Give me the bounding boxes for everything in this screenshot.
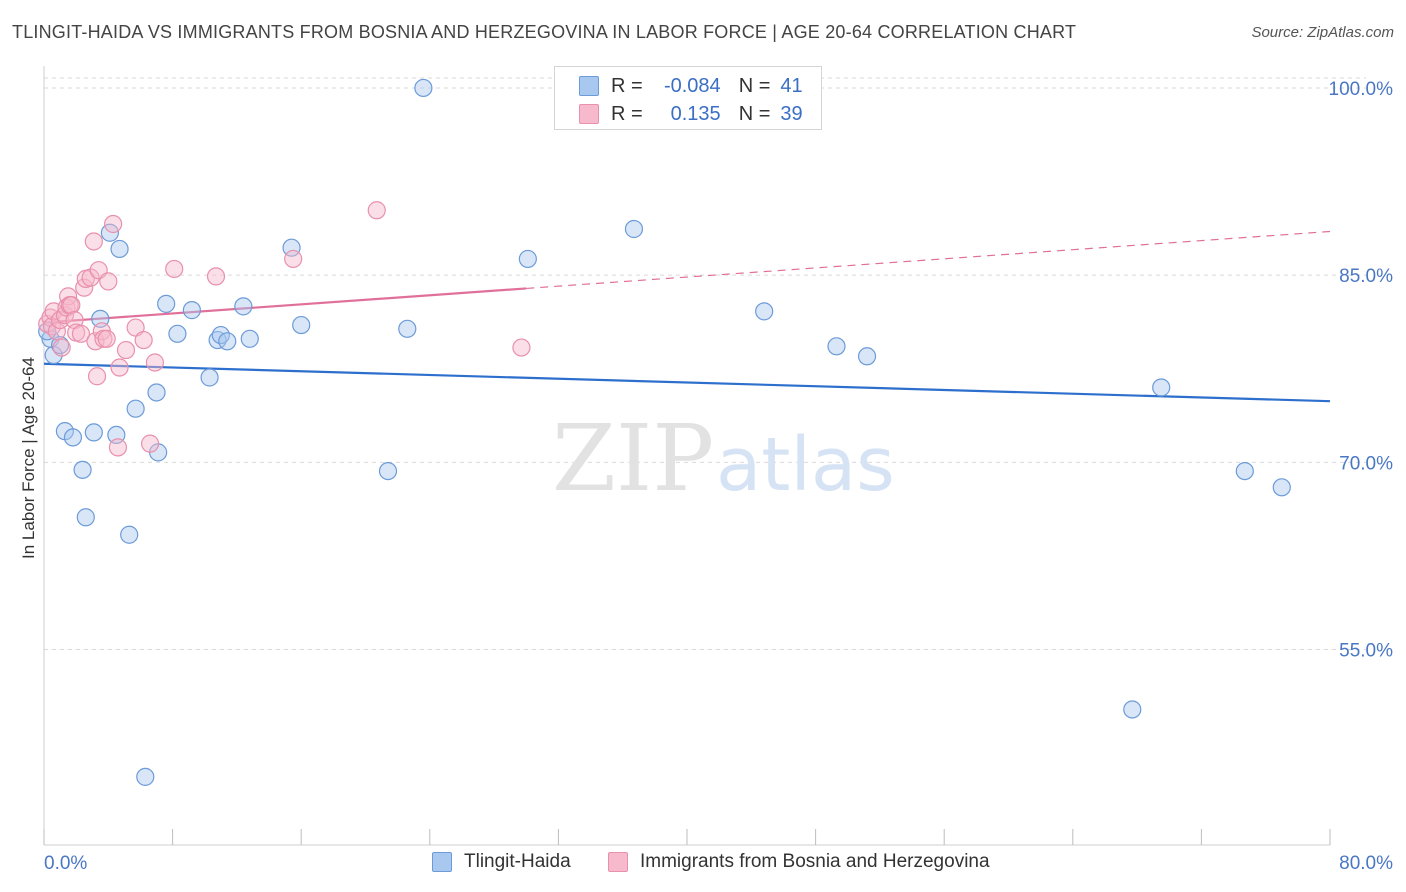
point-bosnia-herzegovina[interactable] bbox=[165, 259, 184, 279]
legend-swatch-series1 bbox=[579, 76, 599, 96]
x-tick-label-max: 80.0% bbox=[1339, 853, 1393, 874]
point-tlingit-haida[interactable] bbox=[755, 302, 774, 321]
bottom-legend: Tlingit-Haida Immigrants from Bosnia and… bbox=[0, 851, 1406, 877]
legend-row-series2: R = 0.135 N = 39 bbox=[579, 101, 803, 127]
point-tlingit-haida[interactable] bbox=[1235, 461, 1254, 481]
legend-r-label: R = bbox=[611, 102, 643, 125]
trend-line-tlingit-haida bbox=[43, 362, 1331, 403]
point-bosnia-herzegovina[interactable] bbox=[55, 305, 74, 325]
point-tlingit-haida[interactable] bbox=[120, 525, 139, 544]
grid-layer bbox=[44, 77, 1366, 651]
chart-title: TLINGIT-HAIDA VS IMMIGRANTS FROM BOSNIA … bbox=[12, 22, 1077, 42]
legend-item-bosnia-herzegovina[interactable]: Immigrants from Bosnia and Herzegovina bbox=[608, 851, 990, 873]
point-tlingit-haida[interactable] bbox=[157, 294, 176, 313]
point-bosnia-herzegovina[interactable] bbox=[140, 434, 160, 453]
point-bosnia-herzegovina[interactable] bbox=[47, 322, 66, 341]
point-tlingit-haida[interactable] bbox=[1123, 700, 1142, 719]
point-tlingit-haida[interactable] bbox=[84, 423, 103, 442]
x-tick-label-min: 0.0% bbox=[44, 853, 87, 874]
legend-label-tlingit-haida: Tlingit-Haida bbox=[464, 851, 571, 872]
legend-item-tlingit-haida[interactable]: Tlingit-Haida bbox=[432, 851, 571, 873]
y-tick-label: 55.0% bbox=[1339, 641, 1393, 662]
legend-n-label: N = bbox=[738, 74, 771, 97]
point-tlingit-haida[interactable] bbox=[136, 767, 155, 786]
trend-line-bosnia-dashed bbox=[526, 230, 1331, 290]
point-bosnia-herzegovina[interactable] bbox=[512, 338, 531, 357]
point-bosnia-herzegovina[interactable] bbox=[367, 201, 386, 220]
point-tlingit-haida[interactable] bbox=[414, 78, 433, 98]
point-tlingit-haida[interactable] bbox=[1152, 378, 1171, 397]
point-tlingit-haida[interactable] bbox=[76, 508, 95, 527]
legend-label-bosnia-herzegovina: Immigrants from Bosnia and Herzegovina bbox=[640, 851, 990, 872]
point-bosnia-herzegovina[interactable] bbox=[134, 330, 153, 350]
source-credit: Source: ZipAtlas.com bbox=[1251, 24, 1394, 41]
y-tick-label: 100.0% bbox=[1329, 79, 1394, 100]
point-tlingit-haida[interactable] bbox=[857, 347, 877, 366]
x-tick-labels: 0.0% 80.0% bbox=[43, 829, 1393, 874]
watermark-atlas: atlas bbox=[716, 422, 895, 508]
trend-lines bbox=[43, 230, 1331, 403]
point-bosnia-herzegovina[interactable] bbox=[62, 296, 81, 315]
series-tlingit-haida bbox=[38, 78, 1291, 786]
point-bosnia-herzegovina[interactable] bbox=[52, 338, 71, 357]
y-axis-label: In Labor Force | Age 20-64 bbox=[19, 357, 38, 559]
point-bosnia-herzegovina[interactable] bbox=[97, 329, 116, 348]
stats-legend: R = -0.084 N = 41 R = 0.135 N = 39 bbox=[554, 66, 822, 130]
point-bosnia-herzegovina[interactable] bbox=[116, 340, 136, 360]
point-tlingit-haida[interactable] bbox=[292, 315, 311, 335]
point-tlingit-haida[interactable] bbox=[378, 461, 398, 481]
legend-r-value-series1: -0.084 bbox=[663, 74, 721, 97]
point-bosnia-herzegovina[interactable] bbox=[99, 272, 118, 291]
point-tlingit-haida[interactable] bbox=[63, 428, 83, 447]
legend-swatch-series2 bbox=[579, 104, 599, 124]
y-tick-label: 85.0% bbox=[1339, 266, 1393, 287]
point-bosnia-herzegovina[interactable] bbox=[110, 358, 129, 377]
point-tlingit-haida[interactable] bbox=[200, 368, 219, 387]
legend-n-label: N = bbox=[738, 102, 771, 125]
point-tlingit-haida[interactable] bbox=[282, 238, 301, 257]
point-bosnia-herzegovina[interactable] bbox=[71, 324, 91, 343]
point-bosnia-herzegovina[interactable] bbox=[108, 438, 128, 457]
y-tick-labels: 55.0% 70.0% 85.0% 100.0% bbox=[1329, 79, 1394, 662]
point-tlingit-haida[interactable] bbox=[126, 399, 145, 418]
series-bosnia-herzegovina bbox=[38, 201, 531, 457]
legend-swatch-tlingit-haida bbox=[432, 852, 452, 872]
legend-r-label: R = bbox=[611, 74, 643, 97]
point-tlingit-haida[interactable] bbox=[38, 322, 57, 341]
point-bosnia-herzegovina[interactable] bbox=[87, 367, 107, 386]
legend-r-value-series2: 0.135 bbox=[670, 102, 721, 125]
point-bosnia-herzegovina[interactable] bbox=[104, 214, 123, 234]
point-bosnia-herzegovina[interactable] bbox=[84, 232, 103, 251]
point-tlingit-haida[interactable] bbox=[73, 460, 92, 479]
legend-n-value-series2: 39 bbox=[780, 102, 803, 125]
point-tlingit-haida[interactable] bbox=[208, 330, 227, 350]
point-bosnia-herzegovina[interactable] bbox=[284, 249, 303, 269]
point-tlingit-haida[interactable] bbox=[624, 219, 644, 239]
point-tlingit-haida[interactable] bbox=[234, 297, 253, 316]
y-tick-label: 70.0% bbox=[1339, 453, 1393, 474]
point-tlingit-haida[interactable] bbox=[1272, 478, 1291, 497]
point-tlingit-haida[interactable] bbox=[240, 329, 259, 348]
point-tlingit-haida[interactable] bbox=[398, 319, 417, 338]
point-tlingit-haida[interactable] bbox=[218, 332, 237, 351]
point-tlingit-haida[interactable] bbox=[110, 239, 129, 259]
point-tlingit-haida[interactable] bbox=[827, 337, 846, 356]
trend-line-bosnia-solid bbox=[43, 287, 527, 324]
point-tlingit-haida[interactable] bbox=[147, 383, 166, 402]
point-tlingit-haida[interactable] bbox=[518, 249, 537, 269]
legend-n-value-series1: 41 bbox=[780, 74, 803, 97]
watermark: ZIP atlas bbox=[552, 405, 895, 512]
point-tlingit-haida[interactable] bbox=[168, 324, 187, 343]
point-bosnia-herzegovina[interactable] bbox=[206, 267, 226, 286]
legend-row-series1: R = -0.084 N = 41 bbox=[579, 73, 803, 99]
legend-swatch-bosnia-herzegovina bbox=[608, 852, 628, 872]
point-tlingit-haida[interactable] bbox=[182, 301, 201, 320]
watermark-zip: ZIP bbox=[552, 405, 714, 512]
point-bosnia-herzegovina[interactable] bbox=[145, 353, 165, 372]
